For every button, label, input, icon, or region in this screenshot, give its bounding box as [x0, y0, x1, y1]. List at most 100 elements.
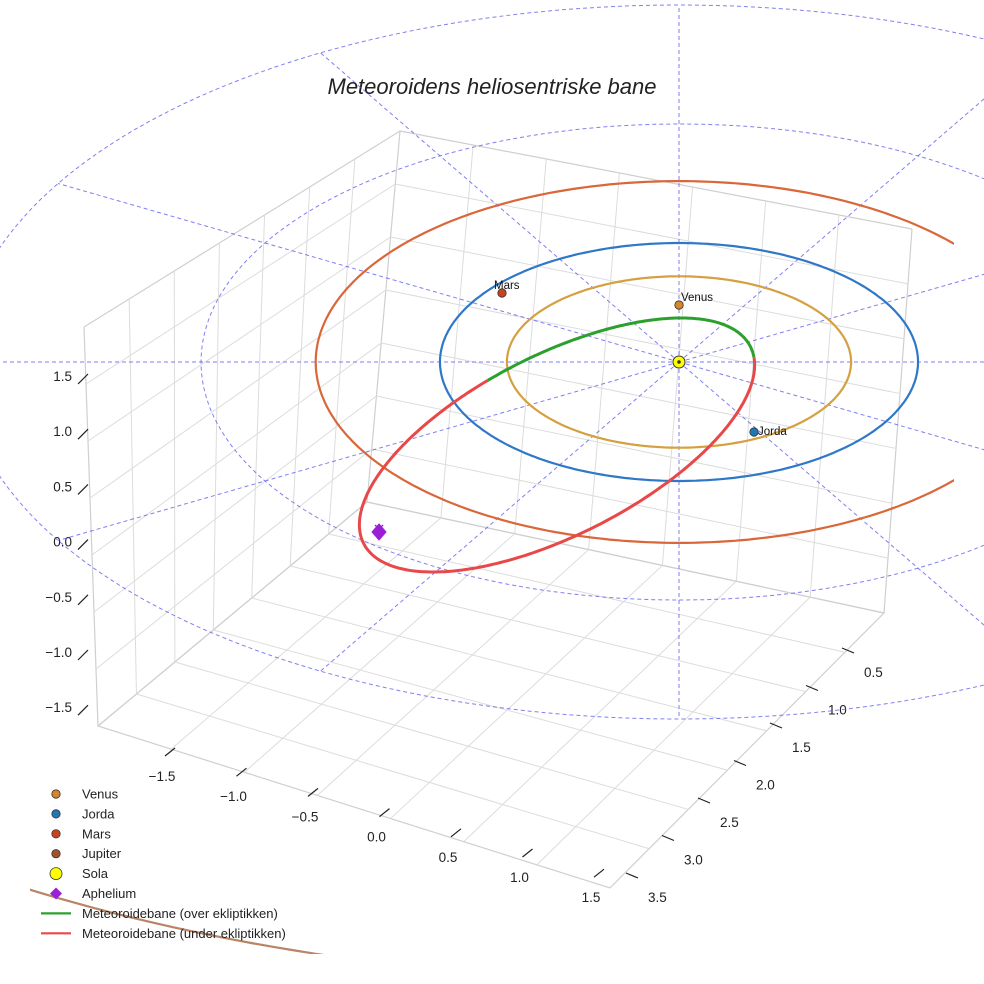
pane-edge — [399, 130, 913, 230]
floor-edge — [96, 501, 886, 889]
grid-line — [328, 158, 356, 535]
y-tick — [697, 797, 711, 804]
grid-line — [588, 172, 620, 550]
y-tick — [769, 722, 783, 729]
grid-line — [251, 597, 767, 732]
legend-label: Venus — [82, 787, 119, 802]
legend-marker — [50, 887, 62, 900]
orbit-venus — [505, 275, 853, 449]
z-tick — [77, 649, 89, 661]
pane-edge — [366, 130, 401, 503]
grid-line — [95, 448, 373, 670]
grid-line — [390, 236, 905, 340]
aphelium-cross — [374, 524, 384, 534]
x-tick-label: 1.5 — [582, 890, 601, 905]
grid-line — [243, 533, 516, 773]
y-tick-label: 1.5 — [792, 740, 811, 755]
grid-line — [87, 236, 391, 442]
grid-line — [536, 596, 811, 866]
legend-marker — [49, 867, 63, 880]
x-tick — [593, 868, 605, 878]
meteoroid-orbit — [357, 316, 757, 574]
y-tick — [733, 759, 747, 767]
z-tick — [77, 483, 89, 495]
x-tick-label: 0.0 — [367, 830, 386, 845]
legend-label: Sola — [82, 866, 109, 881]
y-tick-label: 2.5 — [720, 815, 739, 830]
grid-line — [371, 448, 889, 559]
grid-line — [440, 144, 474, 518]
ecliptic-spoke — [678, 273, 984, 363]
legend-marker — [51, 829, 61, 839]
point-label-jorda: Jorda — [758, 426, 787, 438]
ecliptic-grid — [0, 4, 984, 720]
grid-line — [213, 629, 728, 771]
z-tick-label: 1.5 — [53, 369, 72, 384]
point-label-mars: Mars — [494, 280, 520, 292]
z-tick — [77, 373, 89, 385]
grid-line — [381, 342, 897, 449]
planet-markers: Venus Jorda Mars — [371, 280, 787, 541]
grid-line — [290, 565, 806, 693]
x-tick-label: 0.5 — [439, 850, 458, 865]
legend-label: Aphelium — [82, 886, 136, 901]
y-tick — [805, 684, 819, 692]
z-tick — [77, 704, 89, 716]
grid-line — [136, 693, 650, 850]
y-tick-label: 3.5 — [648, 890, 667, 905]
legend-label: Meteoroidebane (over ekliptikken) — [82, 906, 278, 921]
grid-line — [91, 342, 382, 556]
grid-line — [93, 395, 377, 613]
z-tick-label: −1.0 — [45, 645, 72, 660]
chart-title: Meteoroidens heliosentriske bane — [328, 74, 657, 99]
pane-edge — [83, 130, 401, 328]
legend-marker — [51, 789, 61, 799]
point-jorda — [749, 427, 759, 437]
x-tick-label: −1.0 — [220, 789, 247, 804]
grid-line — [85, 183, 396, 385]
ecliptic-spoke — [320, 52, 680, 363]
y-tick — [661, 834, 675, 842]
y-tick-label: 0.5 — [864, 665, 883, 680]
y-tick-label: 3.0 — [684, 853, 703, 868]
grid-line — [385, 289, 901, 395]
y-tick — [625, 872, 639, 879]
meteoroid-orbit-below — [357, 357, 757, 574]
grid-line — [173, 270, 176, 663]
point-sola-core — [677, 360, 681, 364]
pane-edge — [883, 228, 913, 614]
grid-line — [735, 200, 767, 582]
point-mars — [497, 288, 507, 298]
ecliptic-spoke — [678, 361, 984, 451]
z-tick-label: −0.5 — [45, 590, 72, 605]
grid-line — [128, 298, 137, 695]
grid-line — [463, 580, 737, 843]
orbit-jorda — [438, 241, 920, 483]
legend-marker — [51, 809, 61, 819]
x-tick-label: −0.5 — [292, 809, 319, 824]
pane-edge — [83, 326, 99, 727]
grid-line — [289, 186, 311, 567]
y-tick-label: 2.0 — [756, 778, 775, 793]
x-tick — [236, 767, 247, 777]
legend: Venus Jorda Mars Jupiter Sola Aphelium Meteoro… — [41, 787, 286, 941]
grid-line — [376, 395, 893, 504]
grid-line — [174, 661, 689, 810]
meteoroid-orbit-above — [487, 316, 756, 382]
axis-gridlines — [85, 144, 909, 889]
legend-label: Meteoroidebane (under ekliptikken) — [82, 926, 286, 941]
orbit-mars — [314, 180, 954, 545]
legend-label: Jorda — [82, 806, 115, 821]
grid-line — [514, 158, 547, 534]
grid-line — [89, 289, 387, 499]
point-aphelium — [371, 523, 387, 541]
x-tick — [164, 747, 176, 757]
axis-ticks: 1.5 1.0 0.5 0.0 −0.5 −1.0 −1.5 −1.5 −1.0 −0.5 0.0 0… — [45, 369, 882, 905]
legend-marker — [51, 849, 61, 859]
z-tick-label: 0.5 — [53, 479, 72, 494]
z-tick — [77, 594, 89, 606]
point-venus — [674, 300, 684, 310]
grid-line — [170, 517, 442, 750]
